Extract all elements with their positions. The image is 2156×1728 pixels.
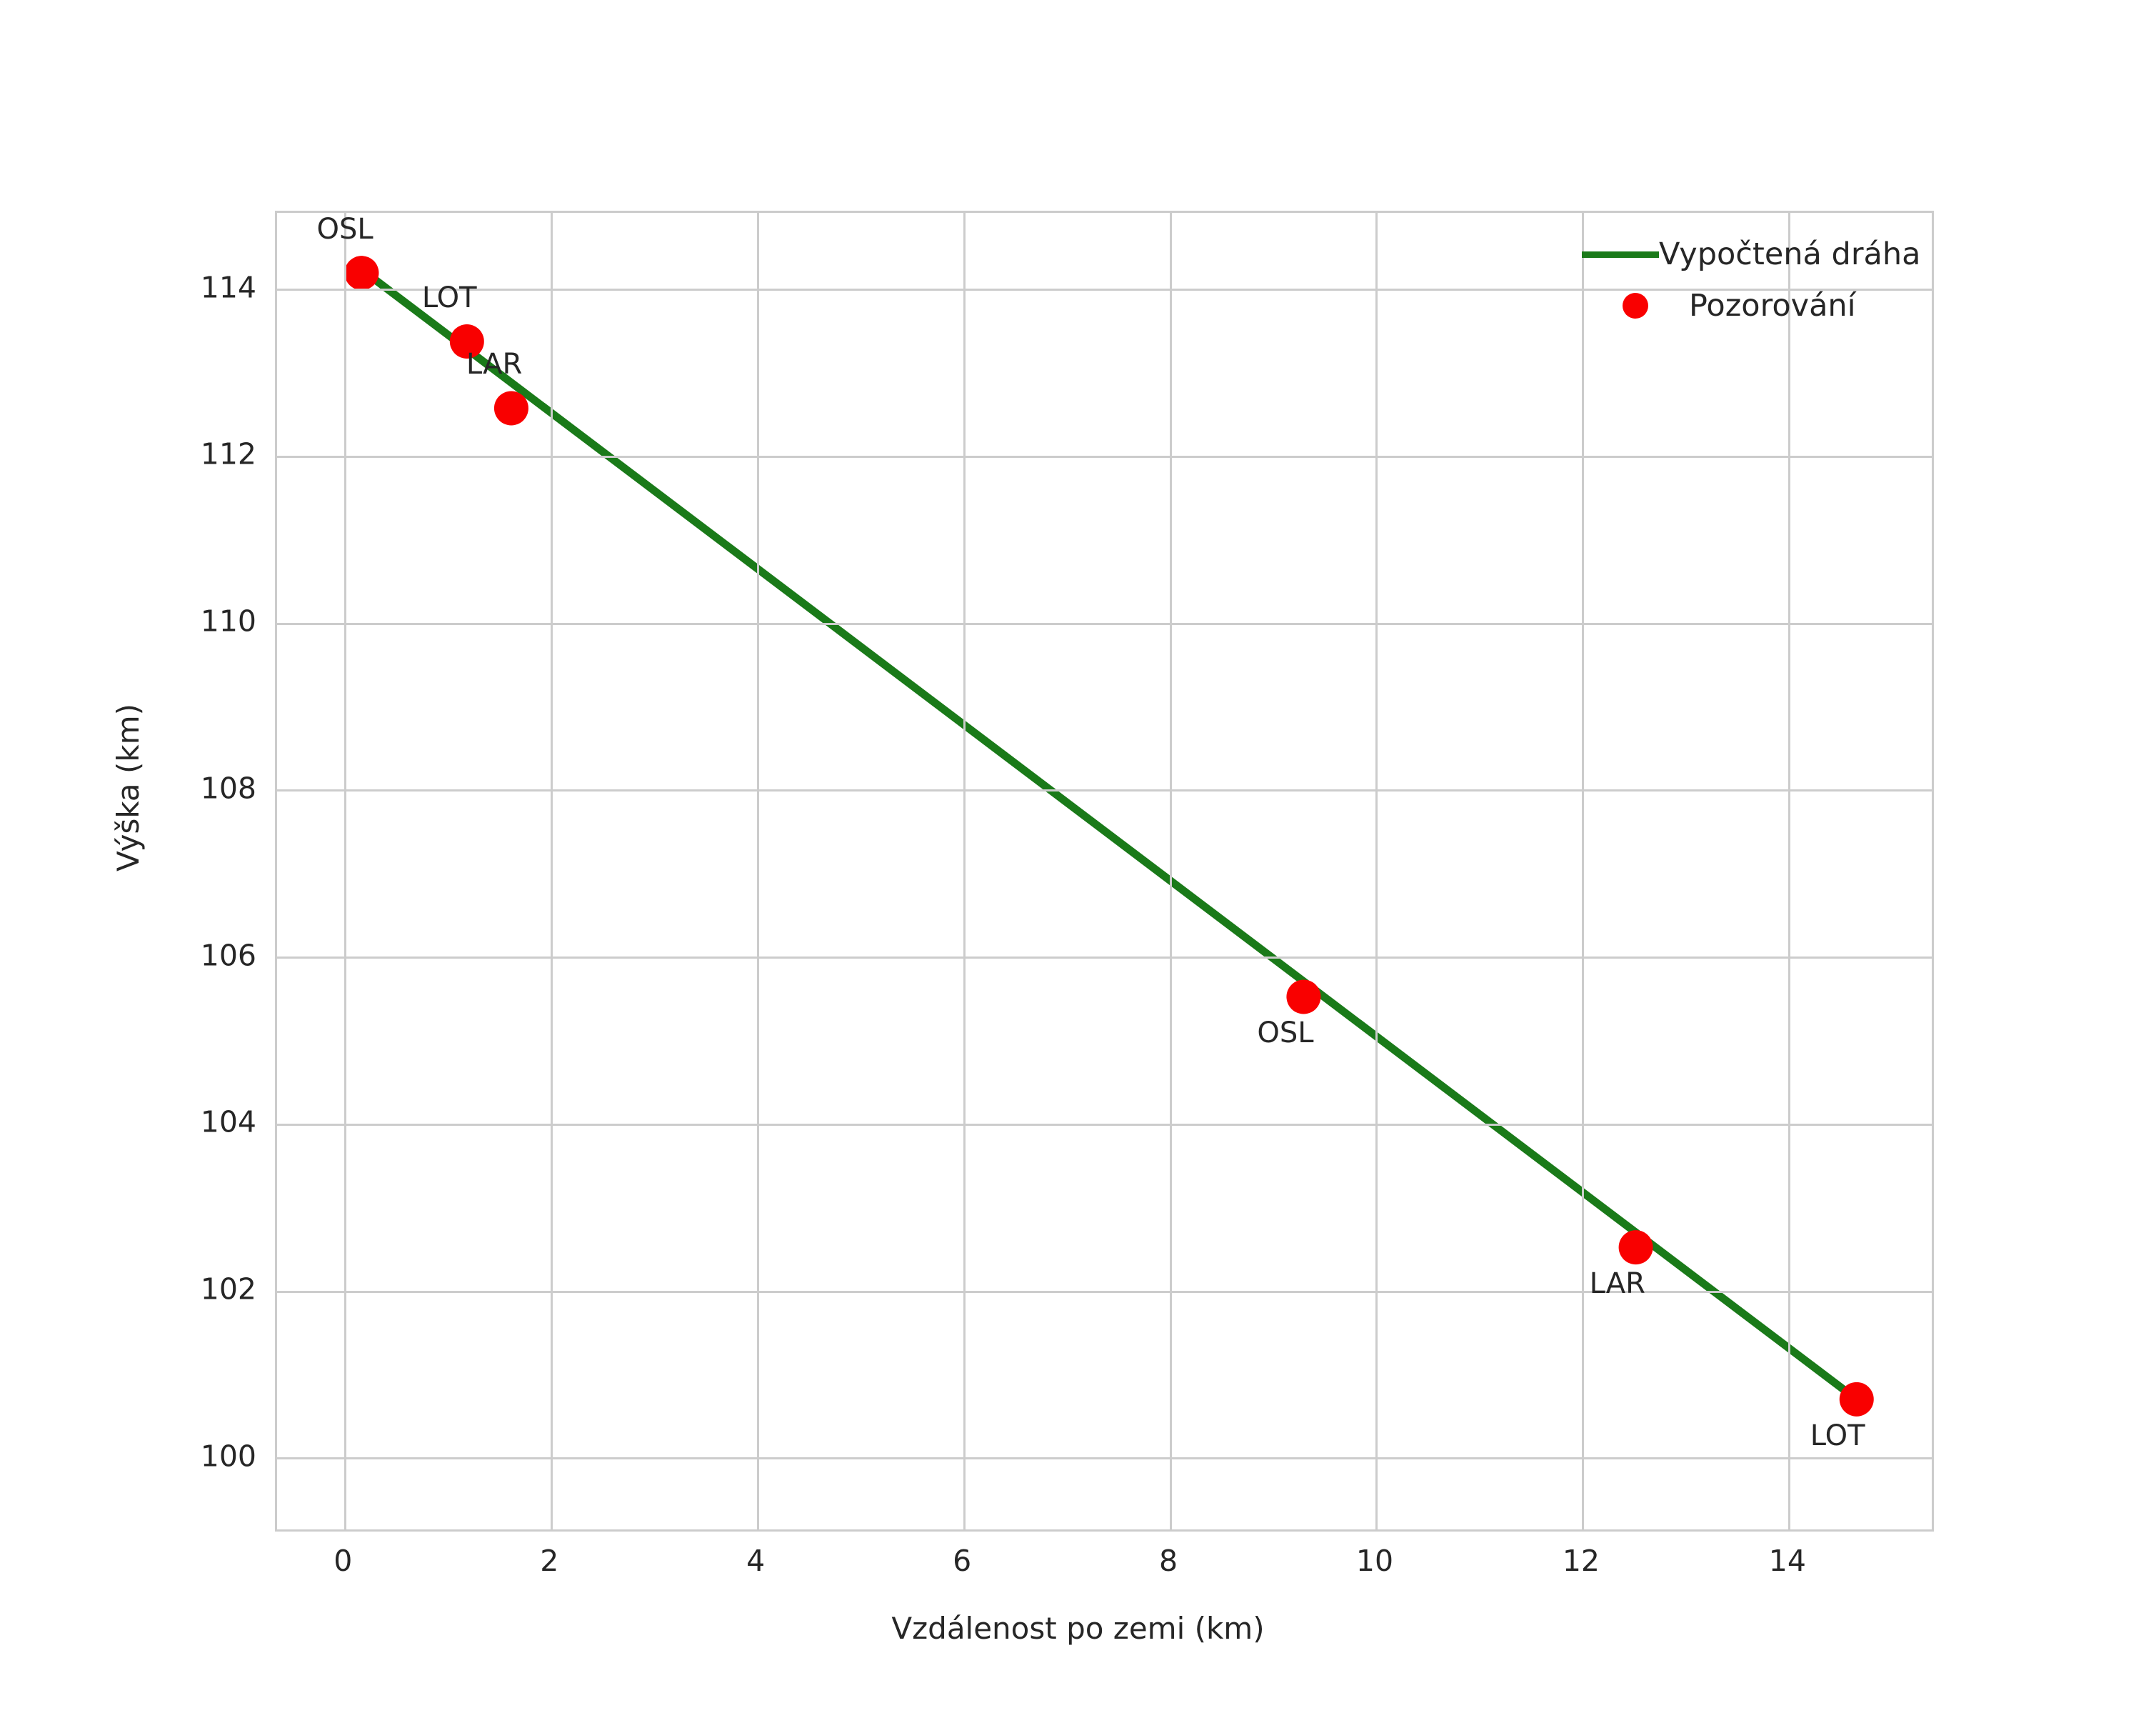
data-point-marker (344, 256, 379, 291)
data-point-label: LAR (466, 348, 523, 381)
x-tick-label: 8 (1159, 1544, 1178, 1578)
gridline-horizontal (277, 1457, 1932, 1460)
y-tick-label: 108 (200, 771, 256, 806)
y-tick-label: 100 (200, 1439, 256, 1474)
y-tick-label: 106 (200, 938, 256, 973)
x-axis-label: Vzdálenost po zemi (km) (891, 1611, 1265, 1646)
data-point-label: LOT (421, 281, 477, 314)
legend-dot-swatch (1623, 293, 1648, 319)
data-point-marker (1286, 979, 1321, 1014)
trajectory-line (358, 265, 1860, 1403)
x-tick-label: 2 (540, 1544, 559, 1578)
y-tick-label: 110 (200, 604, 256, 639)
data-point-label: LOT (1810, 1419, 1865, 1452)
data-point-marker (1618, 1230, 1653, 1265)
gridline-vertical (963, 213, 966, 1529)
legend-line-swatch (1582, 251, 1659, 258)
legend-label: Vypočtená dráha (1659, 236, 1921, 272)
data-point-label: LAR (1589, 1267, 1645, 1301)
y-axis-label: Výška (km) (111, 703, 146, 872)
x-tick-label: 4 (746, 1544, 766, 1578)
data-point-label: OSL (316, 213, 373, 246)
y-tick-label: 114 (200, 270, 256, 305)
data-point-marker (1839, 1382, 1874, 1417)
y-tick-label: 102 (200, 1272, 256, 1307)
data-point-marker (493, 391, 528, 426)
gridline-horizontal (277, 1123, 1932, 1126)
gridline-vertical (756, 213, 759, 1529)
legend-entry[interactable]: Vypočtená dráha (1582, 229, 1921, 280)
gridline-horizontal (277, 789, 1932, 792)
gridline-vertical (1788, 213, 1791, 1529)
x-tick-label: 10 (1355, 1544, 1394, 1578)
x-tick-label: 12 (1562, 1544, 1600, 1578)
gridline-vertical (550, 213, 553, 1529)
x-tick-label: 6 (953, 1544, 972, 1578)
gridline-horizontal (277, 289, 1932, 291)
gridline-vertical (1169, 213, 1172, 1529)
gridline-horizontal (277, 957, 1932, 959)
y-tick-label: 104 (200, 1104, 256, 1139)
chart-legend: Vypočtená dráha Pozorování (1582, 229, 1921, 331)
gridline-horizontal (277, 1290, 1932, 1293)
gridline-horizontal (277, 455, 1932, 458)
gridline-horizontal (277, 622, 1932, 625)
legend-label: Pozorování (1689, 288, 1856, 324)
x-tick-label: 0 (334, 1544, 353, 1578)
gridline-vertical (1582, 213, 1585, 1529)
data-point-label: OSL (1257, 1017, 1314, 1050)
x-tick-label: 14 (1768, 1544, 1806, 1578)
gridline-vertical (344, 213, 346, 1529)
gridline-vertical (1375, 213, 1378, 1529)
y-tick-label: 112 (200, 436, 256, 471)
plot-area (275, 211, 1934, 1532)
legend-entry[interactable]: Pozorování (1582, 280, 1917, 331)
data-point-marker (449, 324, 484, 359)
data-layer (344, 256, 1874, 1417)
